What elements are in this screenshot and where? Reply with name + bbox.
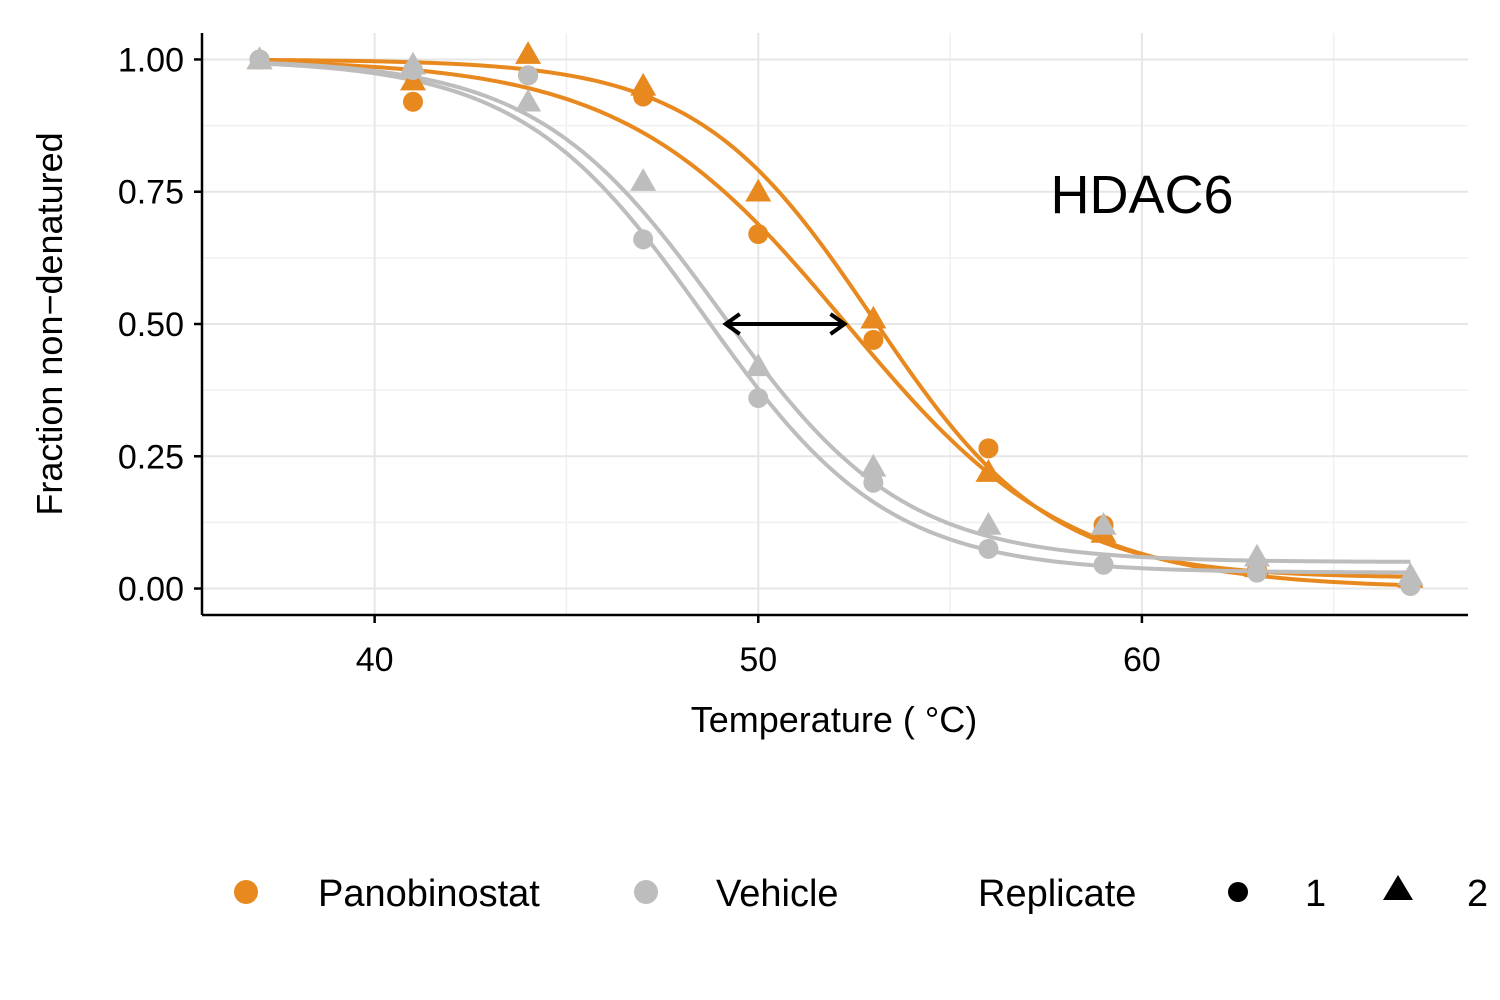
data-point-vehicle-rep2 bbox=[975, 512, 1002, 535]
data-point-panobinostat-rep1 bbox=[863, 329, 884, 350]
data-point-vehicle-rep1 bbox=[1093, 554, 1114, 575]
y-tick-label: 0.75 bbox=[118, 174, 184, 212]
legend-key-replicate-1 bbox=[1228, 882, 1248, 902]
x-tick-label: 50 bbox=[739, 641, 777, 679]
minor-grid bbox=[202, 33, 1468, 615]
tm-shift-arrow bbox=[722, 312, 848, 336]
x-axis-ticks: 40 50 60 bbox=[356, 615, 1161, 679]
x-tick-label: 60 bbox=[1123, 641, 1161, 679]
x-axis-title: Temperature ( °C) bbox=[691, 699, 977, 740]
legend-label-replicate-1: 1 bbox=[1305, 873, 1326, 915]
data-point-panobinostat-rep2 bbox=[515, 41, 542, 64]
data-point-vehicle-rep2 bbox=[515, 88, 542, 112]
legend-label-panobinostat: Panobinostat bbox=[318, 873, 540, 915]
data-point-vehicle-rep2 bbox=[1090, 512, 1117, 535]
legend-label-replicate-2: 2 bbox=[1467, 873, 1488, 915]
legend-key-panobinostat bbox=[234, 880, 258, 904]
data-point-vehicle-rep1 bbox=[748, 388, 769, 409]
data-point-panobinostat-rep2 bbox=[860, 305, 887, 329]
data-point-vehicle-rep1 bbox=[863, 472, 884, 493]
y-tick-label: 0.50 bbox=[118, 306, 184, 344]
legend-key-vehicle bbox=[634, 880, 658, 904]
fit-curve-vehicle-rep1 bbox=[259, 61, 1411, 575]
data-point-panobinostat-rep1 bbox=[403, 91, 423, 112]
y-tick-label: 1.00 bbox=[118, 41, 184, 79]
y-axis-ticks: 0.00 0.25 0.50 0.75 1.00 bbox=[118, 41, 202, 609]
data-point-vehicle-rep2 bbox=[400, 51, 426, 75]
data-point-panobinostat-rep1 bbox=[748, 224, 769, 245]
data-points bbox=[246, 41, 1424, 596]
x-tick-label: 40 bbox=[356, 641, 394, 679]
fit-curves bbox=[259, 57, 1411, 588]
data-point-panobinostat-rep1 bbox=[978, 438, 999, 459]
data-point-vehicle-rep1 bbox=[1247, 562, 1267, 583]
fit-curve-vehicle-rep2 bbox=[259, 60, 1411, 564]
arrow-head-right bbox=[829, 312, 848, 336]
data-point-vehicle-rep2 bbox=[1397, 562, 1424, 586]
fit-curve-panobinostat-rep2 bbox=[259, 57, 1411, 579]
data-point-vehicle-rep2 bbox=[1244, 543, 1270, 567]
data-point-panobinostat-rep2 bbox=[745, 178, 772, 202]
arrow-head-left bbox=[722, 312, 741, 336]
legend-title-replicate: Replicate bbox=[978, 873, 1136, 915]
data-point-vehicle-rep2 bbox=[745, 353, 772, 377]
data-point-vehicle-rep1 bbox=[518, 65, 539, 86]
protein-annotation: HDAC6 bbox=[1050, 165, 1233, 225]
y-axis-title: Fraction non−denatured bbox=[29, 132, 70, 515]
data-point-panobinostat-rep2 bbox=[630, 72, 657, 96]
data-point-panobinostat-rep2 bbox=[975, 459, 1002, 482]
data-point-vehicle-rep1 bbox=[633, 229, 654, 250]
y-tick-label: 0.00 bbox=[118, 571, 184, 609]
data-point-vehicle-rep2 bbox=[860, 453, 887, 477]
legend: Panobinostat Vehicle Replicate 1 2 bbox=[234, 873, 1488, 915]
legend-label-vehicle: Vehicle bbox=[716, 873, 839, 915]
data-point-vehicle-rep1 bbox=[978, 538, 999, 559]
data-point-vehicle-rep2 bbox=[630, 168, 657, 191]
data-point-vehicle-rep2 bbox=[246, 46, 273, 70]
y-tick-label: 0.25 bbox=[118, 438, 184, 476]
legend-key-replicate-2 bbox=[1383, 875, 1413, 900]
